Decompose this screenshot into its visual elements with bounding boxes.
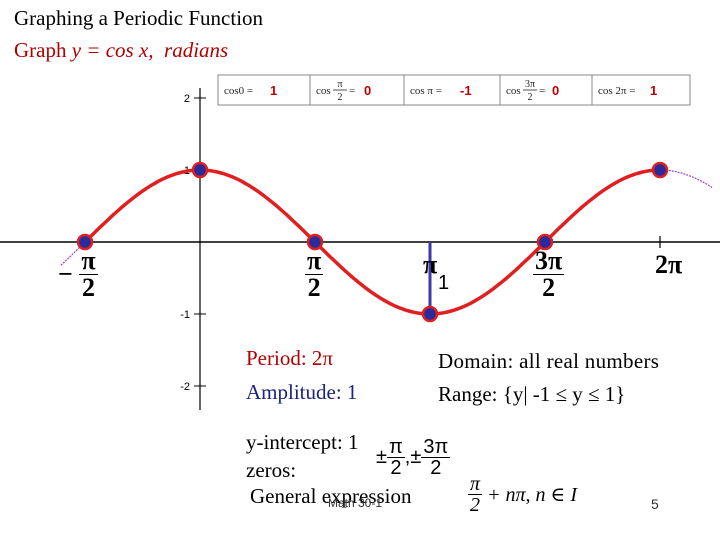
key-point: [191, 161, 209, 179]
table-expr: cos 2π =: [598, 85, 635, 97]
table-expr-den: 2: [338, 92, 343, 103]
table-expr-num: 3π: [525, 79, 535, 90]
key-point: [306, 233, 324, 251]
y-intercept-text: y-intercept: 1: [246, 430, 359, 454]
subtitle-prefix: Graph: [14, 38, 72, 62]
range-text: Range: {y| -1 ≤ y ≤ 1}: [438, 382, 626, 406]
table-value: 0: [552, 83, 559, 98]
slide-title: Graphing a Periodic Function: [14, 6, 264, 30]
y-tick-label: -2: [180, 381, 190, 393]
period-text: Period: 2π: [246, 346, 334, 370]
y-tick-label: 2: [184, 93, 190, 105]
key-point: [651, 161, 669, 179]
table-expr: cos: [506, 85, 521, 97]
cosine-curve: [83, 168, 660, 316]
key-point: [76, 233, 94, 251]
table-expr: cos π =: [410, 85, 442, 97]
general-expression-label: General expression: [250, 484, 412, 508]
subtitle-unit: radians: [164, 38, 229, 62]
key-point: [536, 233, 554, 251]
table-value: 0: [364, 83, 371, 98]
amplitude-text: Amplitude: 1: [246, 380, 358, 404]
table-expr-num: π: [337, 79, 342, 90]
slide-footer: Math 30-1: [328, 496, 383, 510]
x-label-two-pi: 2π: [655, 250, 683, 279]
zeros-label: zeros:: [246, 458, 297, 482]
table-value: -1: [460, 83, 472, 98]
table-value: 1: [650, 83, 657, 98]
values-table: [217, 74, 691, 106]
table-expr: =: [539, 85, 545, 97]
page-number: 5: [651, 496, 659, 512]
key-point: [421, 305, 439, 323]
table-expr: cos0 =: [224, 85, 253, 97]
table-expr: cos: [316, 85, 331, 97]
table-expr: =: [349, 85, 355, 97]
domain-text: Domain: all real numbers: [438, 349, 660, 373]
x-label-three-half-pi: 3π 2: [533, 246, 565, 302]
min-value-label: 1: [438, 272, 450, 294]
y-tick-label: -1: [180, 309, 190, 321]
slide-subtitle: Graph y = cos x, radians: [14, 38, 228, 63]
table-value: 1: [270, 83, 277, 98]
table-expr-den: 2: [528, 92, 533, 103]
subtitle-function: y = cos x,: [71, 38, 154, 62]
zeros-values: ± π 2 ,± 3π 2: [376, 436, 451, 479]
x-label-pi: π: [423, 250, 438, 279]
